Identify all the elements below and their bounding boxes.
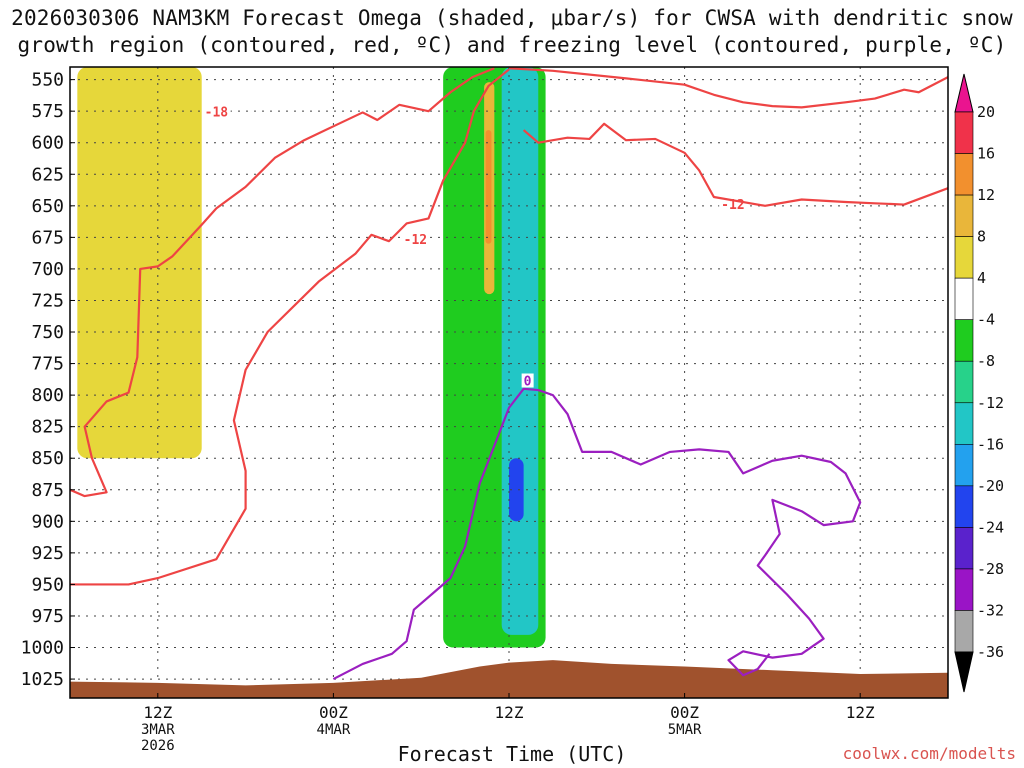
- y-tick-label-800: 800: [31, 385, 64, 406]
- colorbar-label-1: 16: [977, 145, 995, 163]
- colorbar-label-3: 8: [977, 228, 986, 246]
- y-tick-label-700: 700: [31, 259, 64, 280]
- y-tick-label-1025: 1025: [21, 669, 64, 690]
- colorbar-swatch-8: [954, 444, 974, 487]
- x-axis-title: Forecast Time (UTC): [397, 742, 627, 766]
- colorbar-label-0: 20: [977, 103, 995, 121]
- contour-label-dgz_-18C: -18: [205, 106, 229, 121]
- colorbar-label-9: -20: [977, 477, 1004, 495]
- contour-label-bg-dgz_-18C: [202, 104, 231, 119]
- ground-terrain: [70, 660, 948, 698]
- colorbar-label-11: -28: [977, 560, 1004, 578]
- colorbar-swatch-6: [954, 360, 974, 404]
- colorbar-swatch-11: [954, 568, 974, 611]
- colorbar-swatch-9: [954, 485, 974, 528]
- colorbar-swatch-5: [954, 319, 974, 362]
- y-tick-label-750: 750: [31, 322, 64, 343]
- x-tick-label-18-1: 4MAR: [317, 722, 351, 738]
- y-tick-label-650: 650: [31, 196, 64, 217]
- omega-shade-0: [77, 67, 202, 459]
- colorbar-label-12: -32: [977, 601, 1004, 619]
- colorbar-label-7: -12: [977, 394, 1004, 412]
- colorbar-label-10: -24: [977, 518, 1004, 536]
- colorbar-bottom-arrow: [954, 651, 974, 693]
- y-tick-label-550: 550: [31, 70, 64, 91]
- x-tick-label-6-2: 2026: [141, 738, 175, 754]
- contour-label-bg-dgz_-12C_upper: [719, 196, 748, 211]
- x-tick-label-18-0: 00Z: [319, 703, 348, 722]
- colorbar-label-8: -16: [977, 435, 1004, 453]
- y-tick-label-900: 900: [31, 511, 64, 532]
- colorbar-label-5: -4: [977, 311, 995, 329]
- y-tick-label-725: 725: [31, 290, 64, 311]
- x-tick-label-42-1: 5MAR: [668, 722, 702, 738]
- y-tick-label-1000: 1000: [21, 638, 64, 659]
- contour-dgz_-12C_lower: [70, 67, 495, 498]
- colorbar-swatch-7: [954, 402, 974, 445]
- colorbar-swatch-3: [954, 236, 974, 279]
- colorbar-label-2: 12: [977, 186, 995, 204]
- y-tick-label-825: 825: [31, 417, 64, 438]
- colorbar-swatch-2: [954, 194, 974, 237]
- omega-shade-2: [501, 67, 539, 635]
- colorbar-swatch-12: [954, 610, 974, 653]
- contour-freezing_0C: [332, 387, 862, 681]
- contour-label-bg-dgz_-12C_lower: [401, 232, 430, 247]
- y-tick-label-875: 875: [31, 480, 64, 501]
- x-tick-label-6-0: 12Z: [143, 703, 172, 722]
- contour-label-freezing_0C: 0: [524, 375, 532, 390]
- chart-title-line2: growth region (contoured, red, ºC) and f…: [17, 33, 1007, 57]
- colorbar-label-13: -36: [977, 643, 1004, 661]
- y-tick-label-675: 675: [31, 227, 64, 248]
- contour-label-bg-freezing_0C: [521, 373, 534, 388]
- y-tick-label-575: 575: [31, 101, 64, 122]
- y-tick-label-850: 850: [31, 448, 64, 469]
- site-credit[interactable]: coolwx.com/modelts: [842, 744, 1016, 763]
- y-tick-label-600: 600: [31, 133, 64, 154]
- chart-title-line1: 2026030306 NAM3KM Forecast Omega (shaded…: [11, 6, 1013, 30]
- x-tick-label-54-0: 12Z: [846, 703, 875, 722]
- x-tick-label-6-1: 3MAR: [141, 722, 175, 738]
- contour-dgz_-18C: [508, 67, 948, 109]
- contour-label-dgz_-12C_lower: -12: [404, 233, 427, 248]
- y-tick-label-925: 925: [31, 543, 64, 564]
- colorbar-swatch-1: [954, 153, 974, 196]
- y-tick-label-625: 625: [31, 164, 64, 185]
- y-tick-label-950: 950: [31, 574, 64, 595]
- colorbar-label-6: -8: [977, 352, 995, 370]
- contour-dgz_-12C_upper: [70, 68, 510, 586]
- omega-shade-5: [485, 130, 492, 244]
- colorbar-swatch-0: [954, 111, 974, 154]
- colorbar-swatch-10: [954, 527, 974, 570]
- contour-dgz_-12C_right: [522, 122, 948, 207]
- colorbar-top-arrow: [954, 73, 974, 113]
- x-tick-label-30-0: 12Z: [495, 703, 524, 722]
- plot-area: -18-12-120: [70, 67, 948, 698]
- x-tick-label-42-0: 00Z: [670, 703, 699, 722]
- colorbar-swatch-4: [954, 277, 974, 320]
- omega-shade-3: [509, 458, 524, 522]
- y-tick-label-775: 775: [31, 354, 64, 375]
- y-tick-label-975: 975: [31, 606, 64, 627]
- colorbar-label-4: 4: [977, 269, 986, 287]
